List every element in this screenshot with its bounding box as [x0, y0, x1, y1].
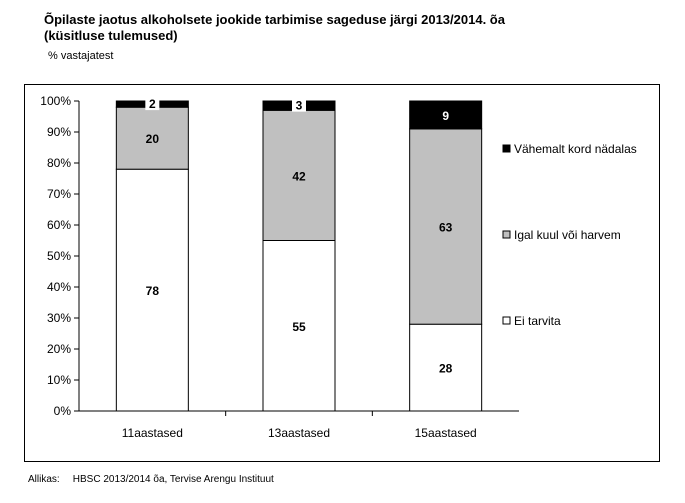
y-tick-label: 100% [40, 94, 71, 108]
data-label: 2 [149, 97, 156, 111]
unit-label: % vastajatest [48, 50, 114, 62]
data-label-bg [292, 98, 306, 112]
legend-swatch-igal-kuul-voi-harvem [502, 230, 511, 239]
data-label-bg [145, 97, 160, 111]
legend-label-igal-kuul-voi-harvem: Igal kuul või harvem [514, 228, 621, 242]
x-tick-label: 11aastased [122, 426, 183, 440]
stacked-bar-chart: 0% 10% 20% 30% 40% 50% 60% 70% 80% 90% 100% 78 20 2 11… [40, 94, 637, 440]
bar-segment-vahemalt-kord-nadalas-15aastased [409, 100, 483, 130]
chart-title-line-1: Õpilaste jaotus alkoholsete jookide tarb… [44, 12, 505, 27]
legend-swatch-ei-tarvita [502, 316, 511, 325]
source-text: HBSC 2013/2014 õa, Tervise Arengu Instit… [72, 474, 274, 485]
source-note: Allikas: HBSC 2013/2014 õa, Tervise Aren… [28, 474, 274, 485]
legend-label-ei-tarvita: Ei tarvita [514, 314, 561, 328]
bar-segment-igal-kuul-voi-harvem-15aastased [409, 128, 483, 325]
data-label: 20 [146, 132, 160, 146]
source-label: Allikas: [28, 474, 60, 485]
y-tick-label: 10% [47, 373, 71, 387]
data-label: 42 [292, 169, 306, 183]
y-tick-label: 60% [47, 218, 71, 232]
y-tick-label: 0% [54, 404, 72, 418]
y-tick-label: 30% [47, 311, 71, 325]
bar-segment-igal-kuul-voi-harvem-11aastased [115, 106, 189, 170]
data-label: 28 [439, 362, 453, 376]
bar-segment-ei-tarvita-11aastased [115, 168, 189, 412]
x-tick-label: 15aastased [415, 426, 477, 440]
y-tick-label: 80% [47, 156, 71, 170]
y-tick-label: 50% [47, 249, 71, 263]
bar-segment-ei-tarvita-13aastased [262, 240, 336, 412]
data-label: 9 [442, 109, 449, 123]
data-label: 78 [146, 284, 160, 298]
chart-title-line-2: (küsitluse tulemused) [44, 28, 178, 43]
x-tick-label: 13aastased [268, 426, 330, 440]
data-label: 55 [292, 320, 306, 334]
y-tick-label: 20% [47, 342, 71, 356]
data-label: 63 [439, 221, 453, 235]
y-tick-label: 40% [47, 280, 71, 294]
legend-swatch-vahemalt-kord-nadalas [502, 144, 511, 153]
bar-segment-igal-kuul-voi-harvem-13aastased [262, 109, 336, 241]
chart-frame: 0% 10% 20% 30% 40% 50% 60% 70% 80% 90% 100% 78 20 2 11… [24, 84, 660, 462]
chart-title: Õpilaste jaotus alkoholsete jookide tarb… [44, 12, 664, 44]
bar-segment-ei-tarvita-15aastased [409, 323, 483, 412]
y-tick-label: 90% [47, 125, 71, 139]
data-label: 3 [296, 99, 303, 113]
y-tick-label: 70% [47, 187, 71, 201]
legend-label-vahemalt-kord-nadalas: Vähemalt kord nädalas [514, 142, 637, 156]
